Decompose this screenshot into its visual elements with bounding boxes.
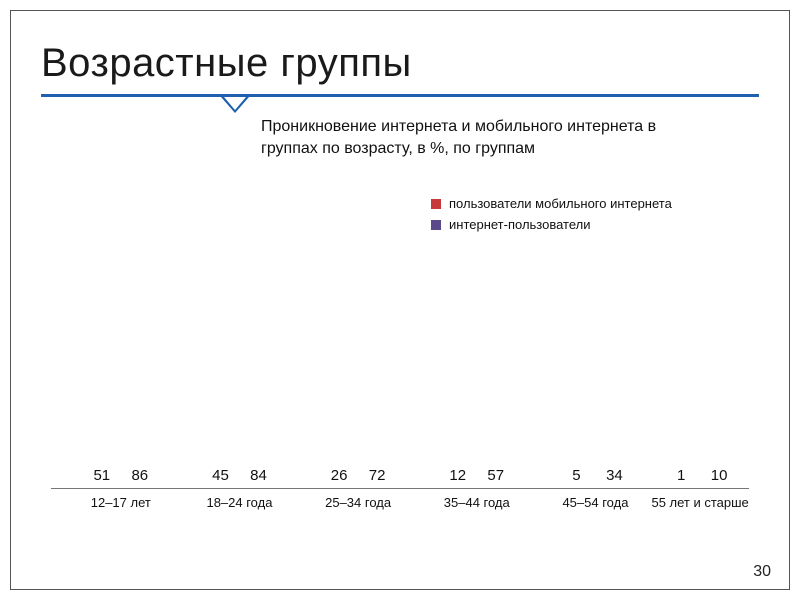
legend-swatch [431, 220, 441, 230]
legend-swatch [431, 199, 441, 209]
page-number: 30 [753, 563, 771, 581]
slide-title: Возрастные группы [41, 41, 759, 86]
bar-chart: 51 86 45 84 26 72 12 57 5 34 1 10 12–17 лет 18–24 го… [51, 236, 749, 519]
chart-plot-area: 51 86 45 84 26 72 12 57 5 34 1 10 [51, 236, 749, 489]
bar-value-label: 5 [572, 467, 580, 488]
x-axis-label: 18–24 года [206, 495, 272, 510]
underline-notch-fill [224, 97, 246, 110]
title-underline [41, 94, 759, 114]
x-axis-label: 45–54 года [562, 495, 628, 510]
bar-value-label: 1 [677, 467, 685, 488]
underline-line [41, 94, 759, 97]
bar-value-label: 45 [212, 467, 229, 488]
x-axis-label: 25–34 года [325, 495, 391, 510]
bar-value-label: 10 [711, 467, 728, 488]
bar-value-label: 34 [606, 467, 623, 488]
bar-value-label: 12 [449, 467, 466, 488]
chart-legend: пользователи мобильного интернета интерн… [431, 196, 672, 238]
slide-subtitle: Проникновение интернета и мобильного инт… [261, 116, 681, 159]
bar-value-label: 84 [250, 467, 267, 488]
bar-value-label: 57 [487, 467, 504, 488]
slide-frame: Возрастные группы Проникновение интернет… [10, 10, 790, 590]
bar-value-label: 86 [131, 467, 148, 488]
legend-item: пользователи мобильного интернета [431, 196, 672, 211]
chart-x-axis: 12–17 лет 18–24 года 25–34 года 35–44 года 4… [51, 489, 749, 519]
legend-item: интернет-пользователи [431, 217, 672, 232]
x-axis-label: 12–17 лет [91, 495, 151, 510]
x-axis-label: 55 лет и старше [651, 495, 748, 510]
legend-label: пользователи мобильного интернета [449, 196, 672, 211]
bar-value-label: 51 [93, 467, 110, 488]
bar-value-label: 26 [331, 467, 348, 488]
bar-value-label: 72 [369, 467, 386, 488]
x-axis-label: 35–44 года [444, 495, 510, 510]
legend-label: интернет-пользователи [449, 217, 591, 232]
